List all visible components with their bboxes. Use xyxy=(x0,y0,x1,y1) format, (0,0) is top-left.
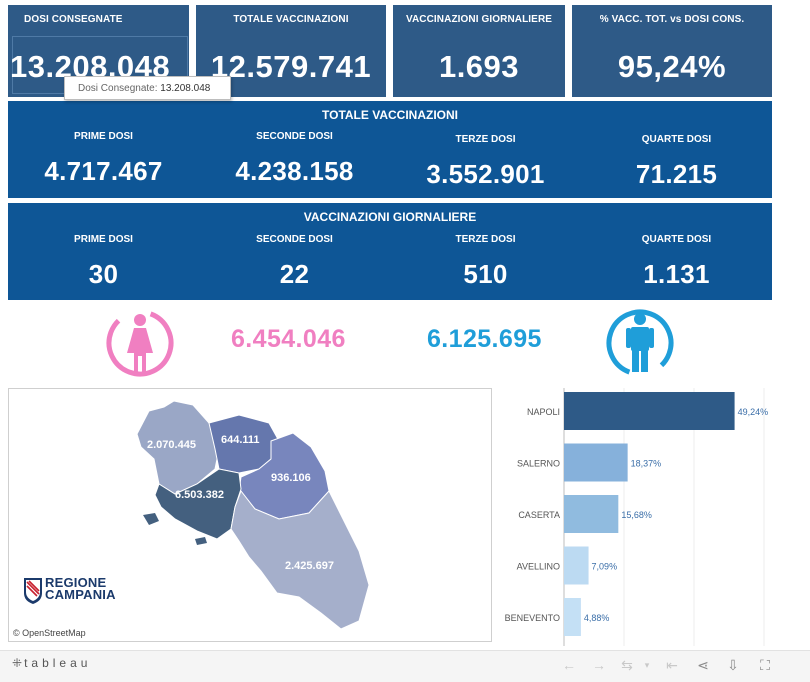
bar-caserta[interactable] xyxy=(564,495,619,533)
logo-line-1: REGIONE xyxy=(45,575,107,590)
col-value: 30 xyxy=(88,259,119,289)
map-island-ischia[interactable] xyxy=(143,513,159,525)
col-label: PRIME DOSI xyxy=(74,131,133,142)
kpi-value: 12.579.741 xyxy=(210,49,372,84)
col-label: TERZE DOSI xyxy=(455,234,516,245)
band-col-prime-dosi[interactable]: PRIME DOSI 4.717.467 xyxy=(8,131,199,187)
bar-value-label: 4,88% xyxy=(584,613,610,623)
bar-category-label: CASERTA xyxy=(518,510,560,520)
bar-napoli[interactable] xyxy=(564,392,735,430)
band-totale-vaccinazioni: TOTALE VACCINAZIONI PRIME DOSI 4.717.467… xyxy=(8,101,772,198)
band-title: TOTALE VACCINAZIONI xyxy=(322,108,458,122)
bar-salerno[interactable] xyxy=(564,443,628,482)
logo-text: REGIONE CAMPANIA xyxy=(45,575,116,602)
band-col-quarte-dosi[interactable]: QUARTE DOSI 71.215 xyxy=(581,134,772,190)
map-region-salerno[interactable] xyxy=(230,489,370,630)
band-col-terze-dosi[interactable]: TERZE DOSI 3.552.901 xyxy=(390,134,581,190)
share-icon[interactable]: ⋖ xyxy=(697,657,709,673)
band-col-seconde-dosi[interactable]: SECONDE DOSI 4.238.158 xyxy=(199,131,390,187)
map-attribution[interactable]: © OpenStreetMap xyxy=(13,628,86,638)
tableau-logo-icon[interactable]: ⁜ tableau xyxy=(12,656,92,670)
bar-chart-svg: NAPOLI 49,24% SALERNO 18,37% CASERTA 15,68% AV… xyxy=(505,388,769,646)
bar-category-label: NAPOLI xyxy=(527,407,560,417)
kpi-value: 1.693 xyxy=(438,49,520,84)
female-person-icon xyxy=(105,308,175,378)
bar-value-label: 18,37% xyxy=(631,459,662,469)
col-label: TERZE DOSI xyxy=(455,134,516,145)
band-vaccinazioni-giornaliere: VACCINAZIONI GIORNALIERE PRIME DOSI 30 S… xyxy=(8,203,772,300)
kpi-percentuale-vaccinazioni[interactable]: % VACC. TOT. vs DOSI CONS. 95,24% xyxy=(572,5,772,97)
kpi-value: 95,24% xyxy=(617,49,727,84)
bar-benevento[interactable] xyxy=(564,598,581,636)
band-col-prime-dosi[interactable]: PRIME DOSI 30 xyxy=(8,234,199,290)
tooltip-label: Dosi Consegnate: xyxy=(78,83,158,94)
kpi-label: DOSI CONSEGNATE xyxy=(24,14,123,25)
bar-value-label: 15,68% xyxy=(621,510,652,520)
band-col-quarte-dosi[interactable]: QUARTE DOSI 1.131 xyxy=(581,234,772,290)
col-value: 22 xyxy=(279,259,310,289)
col-label: QUARTE DOSI xyxy=(641,134,712,145)
kpi-label: VACCINAZIONI GIORNALIERE xyxy=(405,14,553,25)
col-label: PRIME DOSI xyxy=(74,234,133,245)
col-label: QUARTE DOSI xyxy=(641,234,712,245)
col-value: 3.552.901 xyxy=(426,159,545,189)
regione-campania-logo: REGIONE CAMPANIA xyxy=(23,575,133,613)
col-value: 71.215 xyxy=(635,159,718,189)
col-label: SECONDE DOSI xyxy=(256,234,333,245)
col-value: 4.717.467 xyxy=(44,156,163,186)
col-label: SECONDE DOSI xyxy=(256,131,333,142)
map-label-napoli: 6.503.382 xyxy=(175,489,224,501)
logo-line-2: CAMPANIA xyxy=(45,587,116,602)
bar-category-label: AVELLINO xyxy=(517,562,560,572)
map-island-capri[interactable] xyxy=(195,537,207,545)
bar-category-label: BENEVENTO xyxy=(505,613,560,623)
male-count: 6.125.695 xyxy=(427,325,542,353)
band-col-terze-dosi[interactable]: TERZE DOSI 510 xyxy=(390,234,581,290)
undo-icon[interactable]: ← xyxy=(562,657,576,673)
col-value: 510 xyxy=(463,259,508,289)
revert-icon[interactable]: ⇆ xyxy=(621,657,633,673)
campania-map[interactable]: 2.070.445 644.111 936.106 6.503.382 2.42… xyxy=(8,388,492,642)
fullscreen-icon[interactable]: ⛶ xyxy=(760,657,770,673)
col-value: 4.238.158 xyxy=(235,156,354,186)
redo-icon[interactable]: → xyxy=(592,657,606,673)
reset-icon[interactable]: ⇤ xyxy=(666,657,678,673)
map-label-salerno: 2.425.697 xyxy=(285,560,334,572)
male-person-icon xyxy=(605,308,675,378)
map-label-avellino: 936.106 xyxy=(271,472,311,484)
band-col-seconde-dosi[interactable]: SECONDE DOSI 22 xyxy=(199,234,390,290)
female-count: 6.454.046 xyxy=(231,325,346,353)
tooltip-value: 13.208.048 xyxy=(160,83,211,94)
kpi-vaccinazioni-giornaliere[interactable]: VACCINAZIONI GIORNALIERE 1.693 xyxy=(393,5,565,97)
bar-value-label: 49,24% xyxy=(738,407,769,417)
tableau-brand: tableau xyxy=(24,656,92,670)
province-bar-chart: NAPOLI 49,24% SALERNO 18,37% CASERTA 15,68% AV… xyxy=(496,388,772,646)
bar-avellino[interactable] xyxy=(564,546,589,585)
revert-dropdown-icon[interactable]: ▾ xyxy=(644,660,650,670)
kpi-label: % VACC. TOT. vs DOSI CONS. xyxy=(599,14,745,25)
bar-category-label: SALERNO xyxy=(517,459,560,469)
map-region-caserta[interactable] xyxy=(136,400,220,495)
map-label-benevento: 644.111 xyxy=(221,434,260,446)
download-icon[interactable]: ⇩ xyxy=(727,657,739,673)
map-label-caserta: 2.070.445 xyxy=(147,439,196,451)
bar-value-label: 7,09% xyxy=(592,562,618,572)
col-value: 1.131 xyxy=(643,259,710,289)
kpi-label: TOTALE VACCINAZIONI xyxy=(233,14,349,25)
tooltip: Dosi Consegnate: 13.208.048 xyxy=(64,76,231,100)
band-title: VACCINAZIONI GIORNALIERE xyxy=(303,210,477,224)
tableau-toolbar: ⁜ tableau ← → ⇆ ▾ ⇤ ⋖ ⇩ ⛶ xyxy=(0,650,810,682)
